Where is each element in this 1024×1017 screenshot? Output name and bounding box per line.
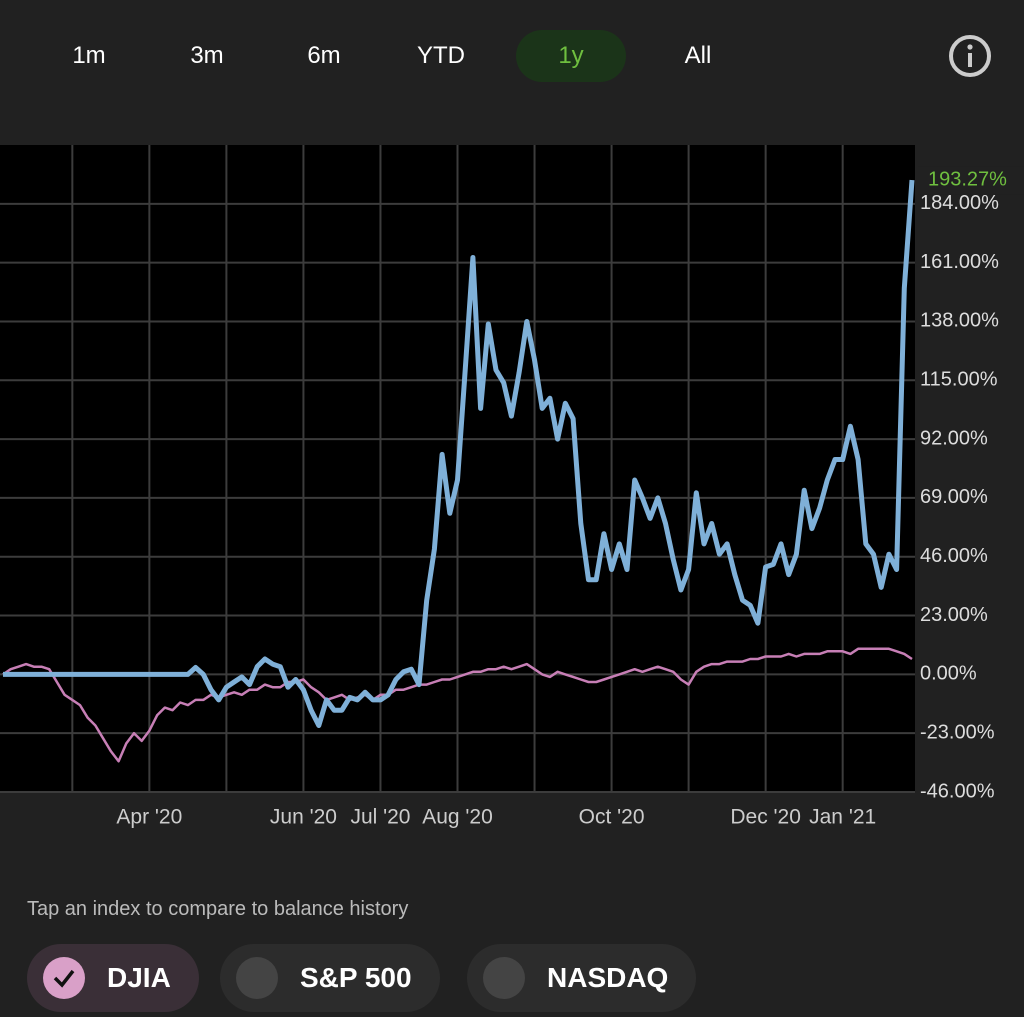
range-tab[interactable]: 3m	[190, 42, 224, 69]
value-label-bg	[918, 166, 1024, 195]
chip-label: DJIA	[107, 962, 171, 993]
y-tick-label: 46.00%	[920, 545, 988, 567]
range-tab[interactable]: 1m	[72, 42, 106, 69]
chart: Apr '20 Jun '20 Jul '20 Aug '20 Oct '20 Dec '…	[0, 145, 1024, 829]
info-icon[interactable]	[946, 32, 994, 80]
x-tick-label: Apr '20	[116, 806, 182, 829]
y-tick-label: -46.00%	[920, 780, 995, 802]
value-label: 193.27%	[928, 168, 1007, 190]
y-tick-label: -23.00%	[920, 721, 995, 743]
index-chip[interactable]: NASDAQ	[467, 944, 697, 1012]
x-tick-label: Aug '20	[422, 806, 493, 829]
range-tab[interactable]: YTD	[417, 42, 465, 69]
y-tick-label: 161.00%	[920, 251, 999, 273]
y-tick-label: 138.00%	[920, 310, 999, 332]
chip-toggle	[483, 957, 525, 999]
y-tick-label: 23.00%	[920, 604, 988, 626]
y-tick-label: 115.00%	[920, 369, 998, 391]
series-line	[3, 179, 915, 728]
y-tick-label: 92.00%	[920, 427, 988, 449]
range-tab[interactable]: All	[684, 42, 712, 69]
chip-label: S&P 500	[300, 962, 412, 993]
index-chip[interactable]: S&P 500	[220, 944, 440, 1012]
chip-toggle	[236, 957, 278, 999]
y-tick-label: 184.00%	[920, 192, 999, 214]
range-tab[interactable]: 6m	[307, 42, 341, 69]
check-icon	[53, 969, 75, 988]
index-chip[interactable]: DJIA	[27, 944, 199, 1012]
chip-toggle	[43, 957, 85, 999]
x-tick-label: Jan '21	[809, 806, 876, 829]
x-tick-label: Jul '20	[350, 806, 410, 829]
x-tick-label: Dec '20	[730, 806, 801, 829]
x-tick-label: Oct '20	[579, 806, 645, 829]
y-tick-label: 0.00%	[920, 663, 977, 685]
chip-label: NASDAQ	[547, 962, 669, 993]
series-line	[2, 647, 913, 763]
compare-prompt: Tap an index to compare to balance histo…	[27, 898, 409, 920]
y-tick-label: 69.00%	[920, 486, 988, 508]
range-tab[interactable]: 1y	[516, 30, 626, 82]
x-tick-label: Jun '20	[270, 806, 337, 829]
